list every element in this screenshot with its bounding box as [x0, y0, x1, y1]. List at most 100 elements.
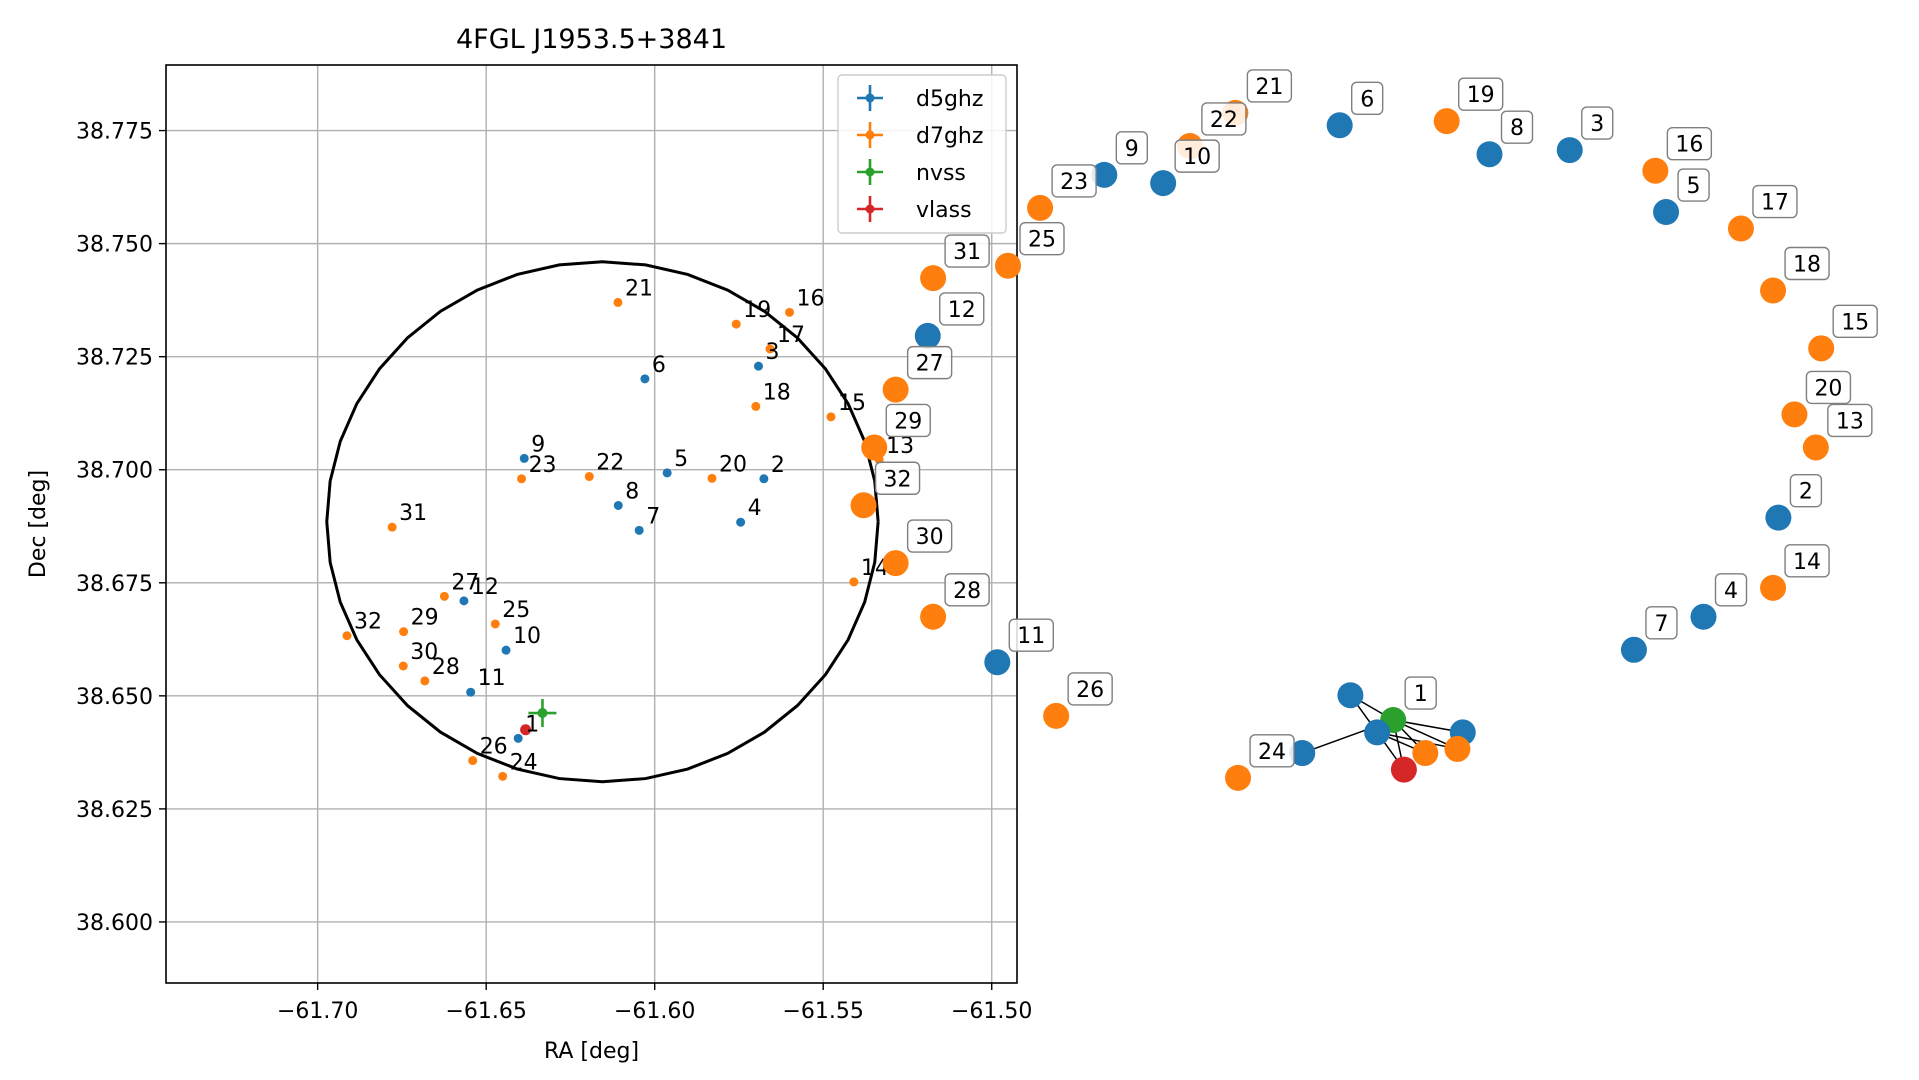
point-label: 4 [748, 496, 762, 521]
node-label-text: 5 [1687, 174, 1701, 199]
point-label: 18 [763, 380, 791, 405]
point-label: 30 [410, 640, 438, 665]
graph-node-label: 21 [1246, 69, 1293, 103]
node-label-text: 7 [1654, 612, 1668, 637]
d7ghz-node [1808, 335, 1835, 362]
node-label-box [1174, 139, 1220, 173]
point-label: 12 [471, 575, 499, 600]
graph-node-label: 1 [1404, 676, 1437, 710]
point-labels-layer: 2345678910111211314151617181920212223242… [354, 276, 914, 775]
d5ghz-point [501, 645, 511, 655]
d5ghz-node [1556, 137, 1583, 164]
node-label-box [1805, 370, 1852, 405]
node-label-box [1115, 131, 1149, 165]
d5ghz-node [1653, 199, 1680, 226]
d7ghz-point [849, 577, 859, 587]
point-label: 25 [502, 598, 530, 623]
point-label: 31 [399, 501, 427, 526]
y-tick-label: 38.675 [76, 572, 153, 597]
d7ghz-node [850, 492, 877, 519]
d7ghz-node [1027, 194, 1054, 221]
d7ghz-point [584, 472, 594, 482]
point-label: 3 [765, 340, 779, 365]
node-label-text: 15 [1841, 310, 1869, 335]
node-label-text: 6 [1360, 87, 1374, 112]
point-label: 26 [480, 735, 508, 760]
d5ghz-point [519, 453, 529, 463]
point-label: 19 [743, 298, 771, 323]
legend-marker-dot [865, 167, 875, 177]
node-label-text: 1 [1414, 682, 1428, 707]
point-label: 13 [886, 434, 914, 459]
d7ghz-point [490, 619, 500, 629]
y-tick-label: 38.625 [76, 798, 153, 823]
node-label-text: 9 [1125, 137, 1139, 162]
node-label-box [1067, 672, 1113, 706]
node-label-box [874, 461, 921, 495]
ticks-layer: −61.70 −61.65 −61.60 −61.55 −61.50 38.600 38.6… [76, 120, 1032, 1024]
graph-node-label: 29 [885, 403, 931, 438]
node-label-text: 10 [1183, 145, 1211, 170]
point-label: 11 [478, 666, 506, 691]
d5ghz-node [1289, 740, 1316, 767]
node-label-text: 27 [916, 352, 944, 377]
d7ghz-node [1043, 702, 1070, 729]
point-label: 21 [625, 276, 653, 301]
point-label: 1 [525, 712, 539, 737]
nvss-point [537, 708, 548, 719]
d7ghz-point [731, 319, 741, 329]
node-label-box [1019, 222, 1065, 256]
graph-node-label: 13 [1827, 403, 1873, 438]
point-label: 32 [354, 610, 382, 635]
d5ghz-point [662, 468, 672, 478]
node-label-box [939, 292, 985, 326]
y-tick-label: 38.600 [76, 911, 153, 936]
graph-node-label: 30 [906, 519, 953, 553]
point-label: 15 [838, 391, 866, 416]
d7ghz-node [1412, 740, 1439, 767]
node-label-box [1789, 473, 1823, 508]
node-label-text: 32 [884, 467, 912, 492]
y-tick-label: 38.700 [76, 459, 153, 484]
legend-marker-dot [865, 204, 875, 214]
graph-node-label: 5 [1677, 168, 1710, 202]
d7ghz-node [1781, 401, 1808, 428]
point-label: 28 [432, 655, 460, 680]
d7ghz-point [399, 627, 409, 637]
legend-label: d5ghz [916, 87, 983, 112]
node-label-box [1051, 164, 1097, 198]
node-label-text: 20 [1814, 376, 1842, 401]
graph-node-label: 20 [1805, 370, 1852, 405]
node-label-text: 3 [1590, 112, 1604, 137]
node-label-box [906, 519, 953, 553]
point-label: 22 [596, 451, 624, 476]
node-label-text: 18 [1793, 253, 1821, 278]
node-label-box [1827, 403, 1873, 438]
node-label-text: 30 [916, 525, 944, 550]
d5ghz-node [1620, 636, 1647, 663]
d7ghz-point [613, 297, 623, 307]
legend-marker-dot [865, 93, 875, 103]
d7ghz-point [439, 591, 449, 601]
d7ghz-node [1642, 157, 1669, 184]
node-label-text: 21 [1255, 75, 1283, 100]
legend-label: nvss [916, 161, 966, 186]
d7ghz-point [765, 344, 775, 354]
node-label-text: 12 [948, 298, 976, 323]
plot-title: 4FGL J1953.5+3841 [456, 24, 727, 55]
d7ghz-node [861, 434, 888, 461]
point-label: 23 [529, 453, 557, 478]
d7ghz-node [882, 550, 909, 577]
d7ghz-point [517, 474, 527, 484]
node-label-text: 13 [1836, 409, 1864, 434]
graph-node-label: 4 [1714, 573, 1748, 607]
node-label-text: 25 [1028, 228, 1056, 253]
d7ghz-node [1727, 215, 1754, 242]
node-label-box [1246, 69, 1293, 103]
d5ghz-node [914, 322, 941, 349]
d7ghz-point [826, 412, 836, 422]
graph-node-label: 3 [1581, 106, 1614, 140]
node-label-box [1714, 573, 1748, 607]
d7ghz-node [920, 603, 947, 630]
node-label-text: 29 [894, 409, 922, 434]
